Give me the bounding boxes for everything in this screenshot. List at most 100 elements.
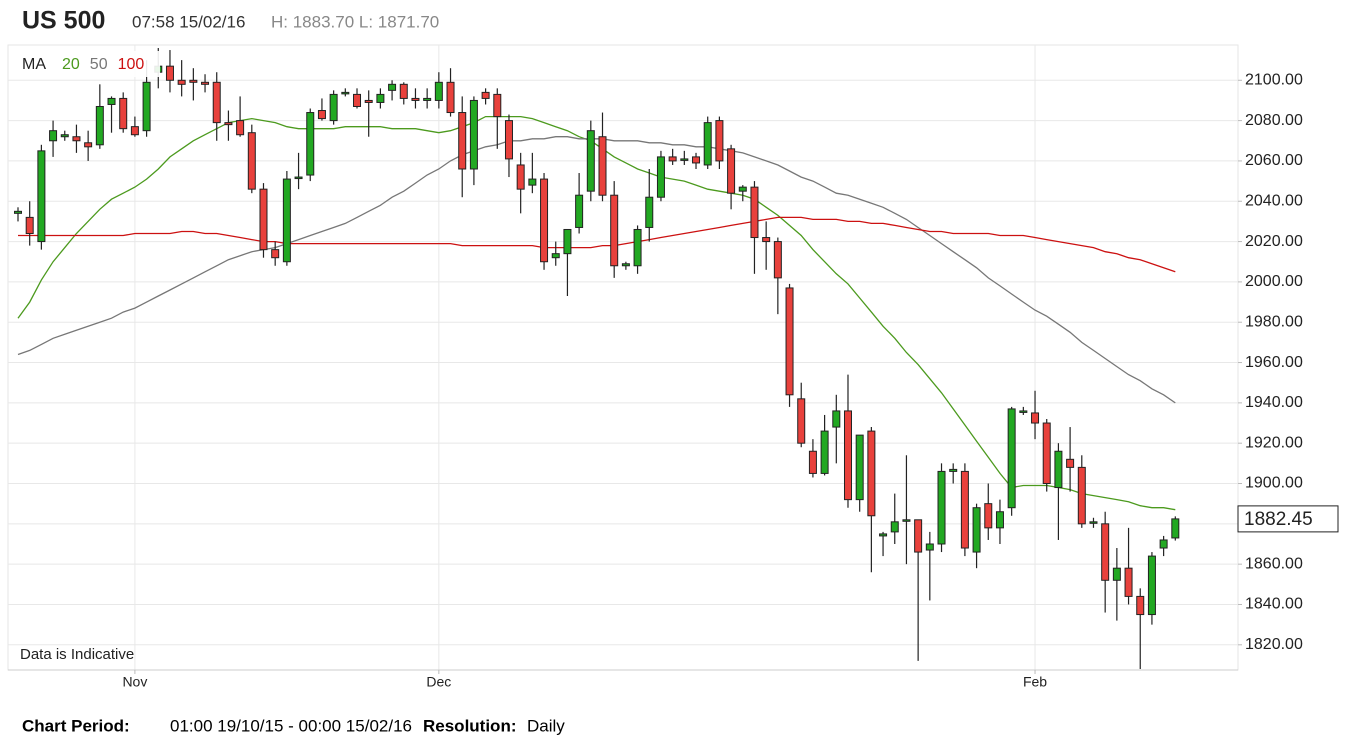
candle-body xyxy=(551,253,560,259)
candle-body xyxy=(481,91,490,99)
candle-body xyxy=(119,97,128,130)
candle-body xyxy=(25,216,34,235)
candle-body xyxy=(633,228,642,267)
candle-body xyxy=(353,93,362,107)
candle-body xyxy=(130,126,139,136)
candle-body xyxy=(937,470,946,545)
candle-body xyxy=(586,130,595,192)
candle-body xyxy=(820,430,829,474)
candle-body xyxy=(1007,408,1016,509)
y-tick-label: 2040.00 xyxy=(1245,192,1303,209)
candle-body xyxy=(762,237,771,243)
x-tick-label: Feb xyxy=(1023,674,1047,690)
y-tick-label: 1820.00 xyxy=(1245,636,1303,653)
candle-body xyxy=(855,434,864,501)
candle-body xyxy=(212,81,221,124)
candle-body xyxy=(621,263,630,267)
symbol: US 500 xyxy=(22,7,105,35)
candle-body xyxy=(294,176,303,180)
moving-average xyxy=(17,136,1176,404)
axes: 1820.001840.001860.001880.001900.001920.… xyxy=(122,72,1339,690)
candle-body xyxy=(867,430,876,517)
period-label: Chart Period: xyxy=(22,716,130,735)
candle-body xyxy=(832,410,841,428)
y-tick-label: 1920.00 xyxy=(1245,434,1303,451)
candle-body xyxy=(1019,410,1028,413)
legend-entry: 50 xyxy=(90,56,108,73)
candle-body xyxy=(960,470,969,549)
resolution-label: Resolution: xyxy=(423,716,517,735)
candle-body xyxy=(598,136,607,196)
candle-body xyxy=(808,450,817,474)
last-price: 1882.45 xyxy=(1244,509,1313,530)
candle-body xyxy=(773,241,782,279)
candle-body xyxy=(224,122,233,126)
last-price-box xyxy=(1237,505,1339,533)
candle-body xyxy=(1042,422,1051,485)
y-tick-label: 1940.00 xyxy=(1245,394,1303,411)
candle-body xyxy=(49,130,58,142)
candle-body xyxy=(1077,466,1086,525)
candle-body xyxy=(692,156,701,164)
candle-body xyxy=(668,156,677,162)
candle-body xyxy=(680,158,689,161)
candle-body xyxy=(423,97,432,101)
candle-body xyxy=(528,178,537,186)
y-tick-label: 2020.00 xyxy=(1245,233,1303,250)
candle-body xyxy=(1066,458,1075,468)
high-low: H: 1883.70 L: 1871.70 xyxy=(271,12,439,31)
annotation: Data is Indicative xyxy=(20,646,134,663)
candle-body xyxy=(1159,539,1168,549)
candle-body xyxy=(329,93,338,122)
candle-body xyxy=(177,79,186,85)
candle-body xyxy=(540,178,549,263)
period: 01:00 19/10/15 - 00:00 15/02/16 xyxy=(170,716,412,735)
candle-body xyxy=(189,79,198,83)
candle-body xyxy=(1031,412,1040,424)
candle-body xyxy=(247,132,256,190)
candle-body xyxy=(1112,567,1121,581)
candle-body xyxy=(972,507,981,553)
candle-body xyxy=(388,83,397,91)
candle-body xyxy=(797,398,806,444)
y-tick-label: 1980.00 xyxy=(1245,313,1303,330)
candle-body xyxy=(1101,523,1110,581)
y-tick-label: 2080.00 xyxy=(1245,112,1303,129)
candle-body xyxy=(504,120,513,160)
legend-box xyxy=(14,51,160,77)
candles xyxy=(14,48,1180,669)
time: 07:58 15/02/16 xyxy=(132,12,245,31)
candle-body xyxy=(656,156,665,198)
legend-entry: 100 xyxy=(118,56,145,73)
legend-title: MA xyxy=(22,56,46,73)
candle-body xyxy=(925,543,934,551)
moving-average xyxy=(18,216,1176,273)
candle-body xyxy=(879,533,888,537)
candle-body xyxy=(902,519,911,522)
candle-body xyxy=(995,511,1004,529)
candle-body xyxy=(341,91,350,95)
candle-body xyxy=(364,99,373,103)
candle-body xyxy=(1147,555,1156,616)
candle-body xyxy=(411,97,420,101)
candle-body xyxy=(376,93,385,103)
candle-body xyxy=(1124,567,1133,597)
legend-entry: 20 xyxy=(62,56,80,73)
plot-area xyxy=(7,44,1239,671)
candle-body xyxy=(95,105,104,146)
candle-body xyxy=(914,519,923,553)
candle-body xyxy=(60,134,69,138)
candle-body xyxy=(750,186,759,239)
y-tick-label: 1840.00 xyxy=(1245,596,1303,613)
candle-body xyxy=(142,81,151,132)
y-tick-label: 1900.00 xyxy=(1245,475,1303,492)
candle-body xyxy=(610,194,619,267)
candle-body xyxy=(236,120,245,136)
y-tick-label: 2000.00 xyxy=(1245,273,1303,290)
candle-body xyxy=(399,83,408,99)
candle-body xyxy=(306,112,315,176)
candle-body xyxy=(738,186,747,192)
candle-body xyxy=(317,110,326,120)
legend: 20 50 100 xyxy=(62,56,144,73)
